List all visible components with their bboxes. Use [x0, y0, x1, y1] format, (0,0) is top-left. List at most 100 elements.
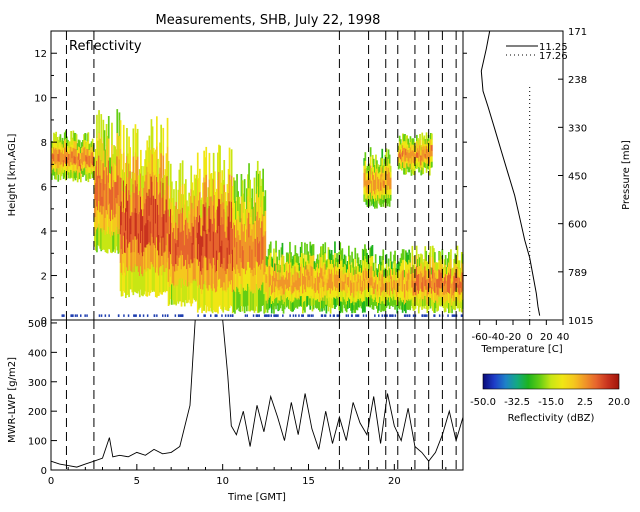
echo-cell: [164, 169, 167, 190]
echo-cell: [383, 158, 386, 167]
echo-cell: [276, 272, 278, 282]
echo-cell: [371, 187, 374, 196]
echo-cell: [299, 266, 302, 277]
echo-cell: [405, 142, 407, 149]
clutter-point: [438, 314, 441, 317]
echo-cell: [366, 279, 368, 289]
echo-cell: [365, 186, 368, 193]
echo-cell: [235, 255, 237, 274]
echo-cell: [110, 157, 112, 174]
echo-cell: [421, 300, 423, 310]
echo-cell: [334, 297, 336, 309]
echo-cell: [76, 162, 79, 170]
echo-cell: [86, 141, 89, 149]
echo-cell: [68, 159, 70, 167]
echo-cell: [308, 263, 311, 272]
echo-cell: [385, 184, 388, 194]
echo-cell: [403, 167, 405, 175]
echo-cell: [114, 146, 116, 165]
y-tick-label: 0: [41, 316, 47, 327]
echo-cell: [175, 222, 177, 244]
echo-cell: [377, 164, 379, 171]
echo-cell: [128, 136, 130, 164]
echo-cell: [377, 176, 379, 183]
echo-cell: [276, 256, 278, 266]
echo-cell: [56, 143, 59, 150]
echo-cell: [420, 145, 422, 151]
echo-cell: [397, 292, 400, 301]
echo-cell: [78, 140, 81, 148]
echo-cell: [341, 301, 344, 313]
echo-cell: [446, 283, 449, 292]
echo-cell: [367, 163, 370, 171]
echo-cell: [122, 180, 125, 209]
echo-cell: [298, 284, 301, 293]
echo-cell: [80, 158, 82, 165]
clutter-point: [394, 314, 397, 317]
echo-cell: [296, 281, 299, 291]
echo-cell: [414, 301, 417, 309]
echo-cell: [319, 282, 321, 293]
echo-cell: [57, 160, 60, 168]
echo-cell: [409, 300, 411, 311]
echo-cell: [172, 265, 174, 284]
echo-cell: [329, 253, 332, 264]
echo-cell: [270, 256, 273, 267]
echo-cell: [349, 255, 351, 265]
echo-cell: [119, 234, 122, 263]
echo-cell: [150, 204, 153, 234]
echo-cell: [313, 261, 316, 269]
echo-cell: [312, 265, 315, 277]
echo-cell: [268, 276, 271, 288]
echo-cell: [210, 196, 213, 220]
echo-cell: [196, 259, 199, 286]
echo-cell: [451, 268, 453, 277]
echo-cell: [294, 245, 297, 256]
echo-cell: [190, 282, 193, 307]
echo-cell: [146, 270, 149, 297]
echo-cell: [350, 302, 352, 311]
echo-cell: [97, 158, 99, 176]
echo-cell: [229, 242, 232, 264]
echo-cell: [372, 278, 375, 287]
echo-cell: [340, 250, 343, 261]
echo-cell: [454, 253, 457, 264]
echo-cell: [404, 140, 406, 148]
echo-cell: [263, 254, 266, 275]
echo-cell: [188, 192, 190, 211]
echo-cell: [180, 268, 183, 288]
echo-cell: [258, 219, 260, 244]
clutter-point: [263, 314, 266, 317]
echo-cell: [185, 239, 187, 260]
echo-cell: [354, 280, 357, 292]
echo-cell: [153, 268, 156, 292]
echo-cell: [145, 271, 147, 297]
echo-cell: [368, 184, 371, 193]
echo-cell: [117, 214, 120, 235]
echo-cell: [96, 206, 98, 230]
echo-cell: [363, 260, 365, 271]
echo-cell: [175, 243, 177, 265]
echo-cell: [148, 135, 151, 163]
echo-cell: [374, 193, 376, 202]
echo-cell: [123, 232, 126, 253]
echo-cell: [256, 186, 259, 212]
echo-cell: [291, 267, 293, 277]
echo-cell: [401, 165, 403, 171]
echo-cell: [296, 271, 299, 282]
echo-cell: [137, 213, 140, 234]
echo-cell: [99, 156, 101, 176]
echo-cell: [165, 244, 168, 269]
clutter-point: [179, 314, 182, 317]
echo-layer: [119, 116, 169, 298]
echo-cell: [256, 236, 259, 263]
echo-cell: [422, 298, 424, 307]
echo-cell: [263, 293, 266, 314]
echo-cell: [167, 233, 170, 258]
echo-cell: [221, 263, 223, 288]
echo-cell: [242, 193, 245, 213]
echo-cell: [306, 254, 308, 266]
echo-cell: [231, 228, 234, 250]
echo-cell: [248, 261, 250, 287]
